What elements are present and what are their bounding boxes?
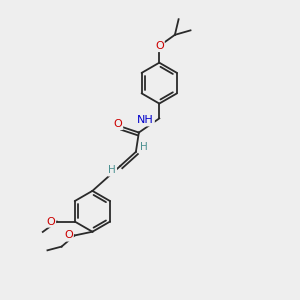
Text: O: O [155, 41, 164, 51]
Text: O: O [64, 230, 73, 241]
Text: O: O [113, 119, 122, 129]
Text: H: H [108, 165, 116, 176]
Text: H: H [140, 142, 148, 152]
Text: O: O [46, 217, 55, 226]
Text: NH: NH [137, 115, 154, 125]
